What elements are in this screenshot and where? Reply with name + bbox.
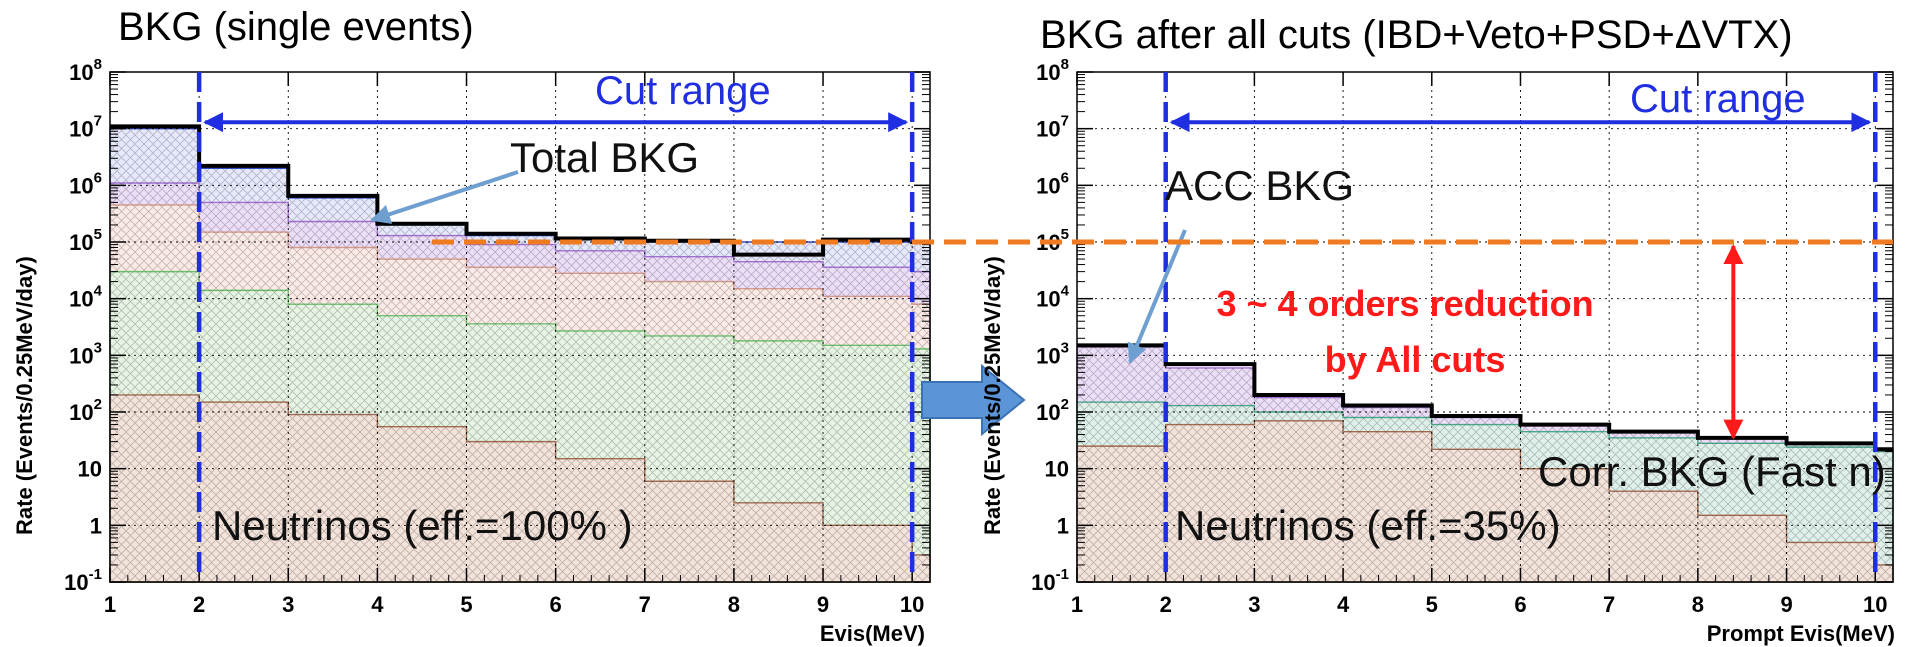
x-tick-label: 1 [1071,592,1083,617]
x-tick-label: 10 [1863,592,1887,617]
x-tick-label: 6 [1514,592,1526,617]
y-tick-label: 107 [1036,113,1069,142]
right-cut-range-label: Cut range [1630,77,1806,121]
x-tick-label: 8 [1692,592,1704,617]
x-tick-label: 9 [1780,592,1792,617]
x-tick-label: 9 [817,592,829,617]
acc-bkg-label: ACC BKG [1165,162,1354,209]
x-tick-label: 8 [728,592,740,617]
x-tick-label: 7 [1603,592,1615,617]
x-tick-label: 4 [371,592,384,617]
y-tick-label: 103 [69,339,102,368]
left-cut-range-label: Cut range [595,69,771,113]
y-tick-label: 107 [69,113,102,142]
left-title: BKG (single events) [118,5,474,49]
reduction-label-line2: by All cuts [1325,339,1506,380]
left-y-axis-label: Rate (Events/0.25MeV/day) [12,256,37,535]
y-tick-label: 102 [69,396,102,425]
y-tick-label: 108 [1036,56,1069,85]
x-tick-label: 10 [900,592,924,617]
x-tick-label: 3 [282,592,294,617]
transition-arrow-icon [922,366,1024,434]
x-tick-label: 5 [1426,592,1438,617]
y-tick-label: 103 [1036,339,1069,368]
y-tick-label: 106 [1036,169,1069,198]
corr-bkg-label: Corr. BKG (Fast n) [1538,448,1886,495]
y-tick-label: 10 [78,457,102,482]
y-tick-label: 104 [1036,283,1069,312]
y-tick-label: 105 [69,226,102,255]
y-tick-label: 1 [1057,513,1069,538]
total-bkg-pointer-arrow [372,172,518,220]
x-tick-label: 2 [193,592,205,617]
acc-bkg-pointer-arrow [1130,230,1185,362]
x-tick-label: 2 [1160,592,1172,617]
right-title: BKG after all cuts (IBD+Veto+PSD+ΔVTX) [1040,13,1793,57]
right-neutrinos-label: Neutrinos (eff.=35%) [1175,502,1561,549]
left-neutrinos-label: Neutrinos (eff.=100% ) [212,502,633,549]
y-tick-label: 106 [69,169,102,198]
right-panel: BKG after all cuts (IBD+Veto+PSD+ΔVTX) 1… [980,13,1895,646]
y-tick-label: 108 [69,56,102,85]
y-tick-label: 104 [69,283,102,312]
right-x-axis-label: Prompt Evis(MeV) [1707,621,1895,646]
x-tick-label: 5 [460,592,472,617]
x-tick-label: 3 [1248,592,1260,617]
x-tick-label: 6 [550,592,562,617]
x-tick-label: 1 [104,592,116,617]
y-tick-label: 10-1 [1031,566,1069,595]
y-tick-label: 10 [1045,457,1069,482]
x-tick-label: 4 [1337,592,1350,617]
right-y-axis-label: Rate (Events/0.25MeV/day) [980,256,1005,535]
reduction-label-line1: 3 ~ 4 orders reduction [1216,283,1593,324]
left-x-axis-label: Evis(MeV) [820,621,925,646]
y-tick-label: 102 [1036,396,1069,425]
left-panel: BKG (single events) 1 2 3 4 5 6 7 8 9 1010-111010… [12,5,930,646]
x-tick-label: 7 [639,592,651,617]
y-tick-label: 1 [90,513,102,538]
total-bkg-label: Total BKG [510,134,699,181]
y-tick-label: 10-1 [64,566,102,595]
